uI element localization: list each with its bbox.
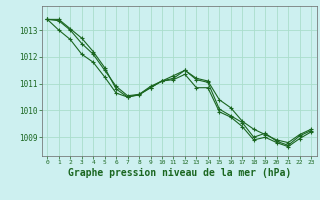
X-axis label: Graphe pression niveau de la mer (hPa): Graphe pression niveau de la mer (hPa)	[68, 168, 291, 178]
